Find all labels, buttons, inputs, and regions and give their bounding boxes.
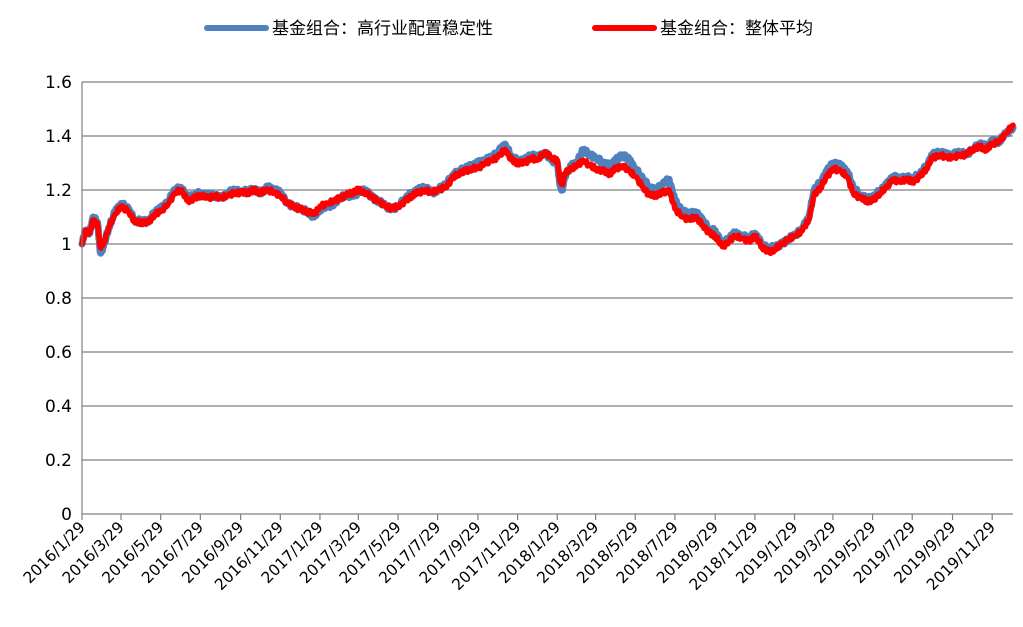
series-lines [78, 122, 1017, 257]
y-tick-label: 1.2 [45, 181, 72, 201]
y-tick-label: 1.6 [45, 73, 72, 93]
legend-label-overall-average: 基金组合：整体平均 [660, 19, 813, 39]
y-tick-label: 0.6 [45, 343, 72, 363]
series-line-overall-average [79, 122, 1016, 257]
y-tick-label: 0.4 [45, 397, 72, 417]
gridlines [82, 81, 1013, 461]
y-tick-label: 0 [61, 505, 72, 525]
chart-legend: 基金组合：高行业配置稳定性 基金组合：整体平均 [204, 19, 813, 39]
y-axis-tick-labels: 0 0.2 0.4 0.6 0.8 1 1.2 1.4 1.6 [45, 73, 72, 525]
y-tick-label: 0.2 [45, 451, 72, 471]
legend-item-overall-average: 基金组合：整体平均 [592, 19, 813, 39]
legend-item-high-stability: 基金组合：高行业配置稳定性 [204, 19, 493, 39]
y-tick-label: 1 [61, 235, 72, 255]
legend-label-high-stability: 基金组合：高行业配置稳定性 [272, 19, 493, 39]
y-tick-label: 1.4 [45, 127, 72, 147]
y-tick-label: 0.8 [45, 289, 72, 309]
x-axis-ticks: 2016/1/292016/3/292016/5/292016/7/292016… [20, 514, 999, 594]
